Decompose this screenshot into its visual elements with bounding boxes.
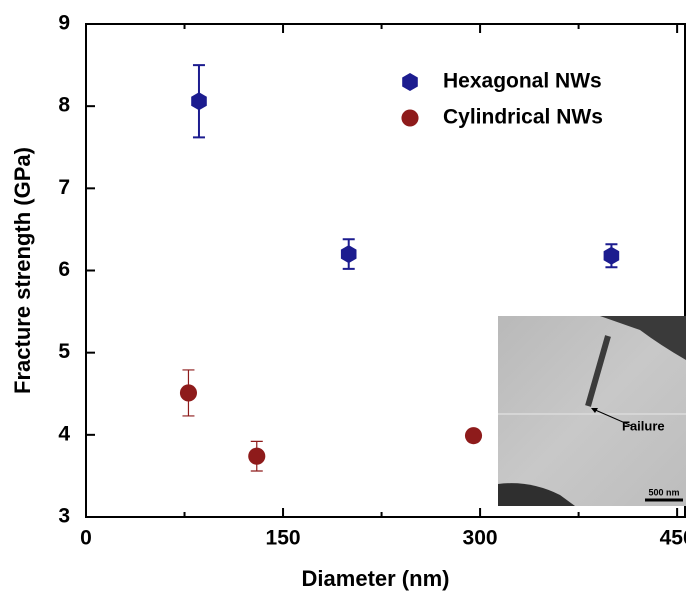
inset-label: Failure	[622, 418, 665, 433]
chart: 0 150 300 450 3 4 5 6 7 8 9 Diameter (nm) Fracture s…	[0, 0, 686, 596]
y-tick-label: 4	[58, 422, 70, 445]
legend-marker	[402, 73, 418, 91]
y-tick-label: 3	[58, 505, 70, 528]
point	[180, 384, 197, 401]
inset-image	[498, 316, 686, 506]
point	[465, 427, 482, 444]
inset-scale-label: 500 nm	[648, 487, 679, 497]
x-tick-label: 150	[266, 527, 301, 550]
y-tick-label: 7	[58, 176, 70, 199]
legend-marker	[401, 109, 418, 126]
point	[191, 92, 207, 110]
point	[248, 448, 265, 465]
y-axis-label: Fracture strength (GPa)	[10, 147, 35, 394]
y-tick-label: 8	[58, 94, 70, 117]
x-tick-label: 300	[463, 527, 498, 550]
y-tick-label: 9	[58, 12, 70, 35]
page: 0 150 300 450 3 4 5 6 7 8 9 Diameter (nm) Fracture s…	[0, 0, 686, 601]
x-tick-label: 450	[660, 527, 686, 550]
legend-label: Hexagonal NWs	[443, 70, 602, 93]
x-tick-label: 0	[80, 527, 92, 550]
y-tick-label: 6	[58, 258, 70, 281]
point	[604, 247, 620, 265]
point	[341, 245, 357, 263]
x-axis-label: Diameter (nm)	[302, 566, 450, 591]
inset: Failure 500 nm	[498, 316, 686, 506]
y-tick-label: 5	[58, 340, 70, 363]
legend-label: Cylindrical NWs	[443, 106, 603, 129]
